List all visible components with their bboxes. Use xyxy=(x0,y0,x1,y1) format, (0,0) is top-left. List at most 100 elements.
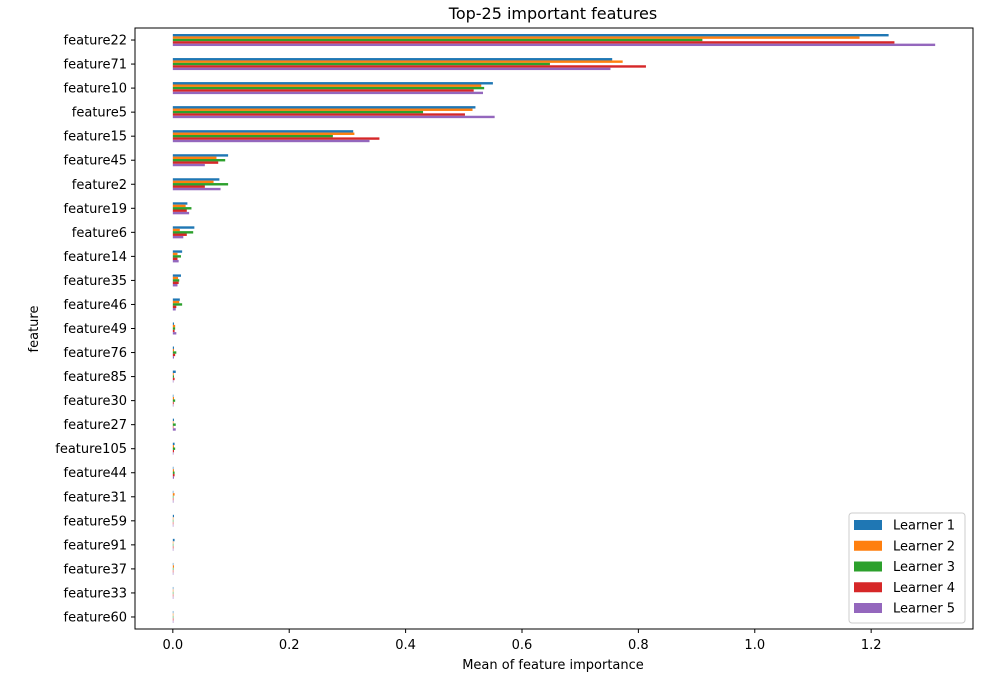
bar-feature46-learner-5 xyxy=(172,308,176,311)
bar-feature71-learner-5 xyxy=(172,67,611,71)
y-tick-label: feature37 xyxy=(64,562,127,577)
bar-feature15-learner-4 xyxy=(172,137,380,140)
bar-feature37-learner-2 xyxy=(172,565,174,568)
bar-feature105-learner-4 xyxy=(172,449,174,453)
bar-feature33-learner-4 xyxy=(172,594,174,597)
legend-label-learner-2: Learner 2 xyxy=(893,539,955,554)
bar-feature44-learner-5 xyxy=(172,476,174,479)
bar-feature71-learner-1 xyxy=(172,58,613,61)
bar-feature76-learner-1 xyxy=(172,346,174,349)
bar-feature45-learner-3 xyxy=(172,159,226,162)
bar-feature44-learner-3 xyxy=(172,471,175,474)
y-tick-label: feature31 xyxy=(64,490,127,505)
bar-feature6-learner-1 xyxy=(172,226,195,229)
bar-feature6-learner-3 xyxy=(172,231,194,234)
y-tick-label: feature22 xyxy=(64,34,127,49)
bar-feature76-learner-4 xyxy=(172,353,176,357)
y-tick-label: feature44 xyxy=(64,466,127,481)
bar-feature45-learner-2 xyxy=(172,156,217,160)
y-tick-label: feature85 xyxy=(64,370,127,385)
bar-feature91-learner-2 xyxy=(172,541,174,544)
y-tick-label: feature10 xyxy=(64,82,127,97)
y-tick-label: feature76 xyxy=(64,346,127,361)
bar-feature30-learner-2 xyxy=(172,397,174,400)
legend: Learner 1 Learner 2 Learner 3 Learner 4 Lear… xyxy=(848,512,966,624)
legend-swatch-learner-2 xyxy=(854,540,882,551)
x-tick-label: 0.8 xyxy=(628,638,649,653)
bar-feature19-learner-4 xyxy=(172,209,187,212)
bar-feature76-learner-3 xyxy=(172,351,177,354)
bar-feature46-learner-1 xyxy=(172,298,180,301)
x-tick-label: 1.0 xyxy=(744,638,765,653)
bar-feature49-learner-5 xyxy=(172,332,177,335)
x-tick-label: 0.0 xyxy=(162,638,183,653)
bar-feature27-learner-1 xyxy=(172,418,174,422)
bar-feature46-learner-3 xyxy=(172,303,183,306)
bar-feature22-learner-2 xyxy=(172,36,860,39)
bar-feature71-learner-3 xyxy=(172,62,550,66)
bar-feature71-learner-2 xyxy=(172,60,623,63)
bar-feature5-learner-5 xyxy=(172,115,495,119)
bar-feature19-learner-3 xyxy=(172,207,192,210)
bar-feature71-learner-4 xyxy=(172,65,646,68)
y-tick-label: feature2 xyxy=(72,178,127,193)
legend-label-learner-3: Learner 3 xyxy=(893,560,955,575)
y-tick-label: feature14 xyxy=(64,250,127,265)
y-axis-title: feature xyxy=(27,306,42,353)
bar-feature27-learner-4 xyxy=(172,425,174,429)
x-tick-label: 0.6 xyxy=(512,638,533,653)
bar-feature33-learner-2 xyxy=(172,589,174,592)
y-axis: feature22 feature71 feature10 feature5 featu… xyxy=(55,34,135,625)
bar-feature10-learner-2 xyxy=(172,84,482,87)
bar-feature49-learner-1 xyxy=(172,322,174,325)
bar-feature31-learner-5 xyxy=(172,500,174,503)
bar-feature10-learner-5 xyxy=(172,91,484,95)
y-tick-label: feature60 xyxy=(64,610,127,625)
bar-feature35-learner-3 xyxy=(172,279,180,282)
bar-feature49-learner-4 xyxy=(172,329,175,333)
bar-feature45-learner-4 xyxy=(172,161,219,164)
bar-feature15-learner-1 xyxy=(172,130,354,133)
bar-feature105-learner-2 xyxy=(172,445,174,448)
bar-feature35-learner-5 xyxy=(172,284,178,287)
bar-feature85-learner-2 xyxy=(172,372,174,376)
legend-label-learner-5: Learner 5 xyxy=(893,602,955,617)
legend-box xyxy=(848,512,966,624)
bar-feature6-learner-4 xyxy=(172,233,187,236)
bar-feature14-learner-4 xyxy=(172,257,178,260)
y-tick-label: feature91 xyxy=(64,538,127,553)
bar-feature91-learner-1 xyxy=(172,538,175,542)
bar-feature105-learner-1 xyxy=(172,442,175,446)
bar-feature14-learner-1 xyxy=(172,250,183,253)
bar-feature59-learner-2 xyxy=(172,517,174,520)
bar-feature60-learner-5 xyxy=(172,620,174,623)
y-tick-label: feature5 xyxy=(72,106,127,121)
bar-feature44-learner-4 xyxy=(172,473,175,477)
bar-feature60-learner-2 xyxy=(172,613,174,616)
bar-feature60-learner-1 xyxy=(172,610,174,614)
legend-swatch-learner-3 xyxy=(854,561,882,572)
bar-feature6-learner-2 xyxy=(172,228,180,232)
x-axis-title: Mean of feature importance xyxy=(462,658,644,673)
bar-feature105-learner-3 xyxy=(172,447,176,450)
bars-layer xyxy=(172,34,936,623)
bar-feature35-learner-4 xyxy=(172,281,179,285)
y-tick-label: feature33 xyxy=(64,586,127,601)
bar-feature76-learner-2 xyxy=(172,348,174,352)
legend-swatch-learner-1 xyxy=(854,520,882,530)
x-tick-label: 0.4 xyxy=(395,638,416,653)
y-tick-label: feature15 xyxy=(64,130,127,145)
bar-feature85-learner-5 xyxy=(172,380,174,383)
bar-feature59-learner-4 xyxy=(172,522,174,525)
legend-label-learner-4: Learner 4 xyxy=(893,581,955,596)
bar-feature19-learner-5 xyxy=(172,211,190,215)
bar-feature2-learner-2 xyxy=(172,180,214,184)
bar-feature2-learner-1 xyxy=(172,178,220,181)
bar-feature10-learner-3 xyxy=(172,86,485,90)
bar-feature31-learner-4 xyxy=(172,497,174,501)
bar-feature31-learner-1 xyxy=(172,490,174,494)
bar-feature10-learner-4 xyxy=(172,89,474,92)
bar-feature33-learner-3 xyxy=(172,591,174,595)
